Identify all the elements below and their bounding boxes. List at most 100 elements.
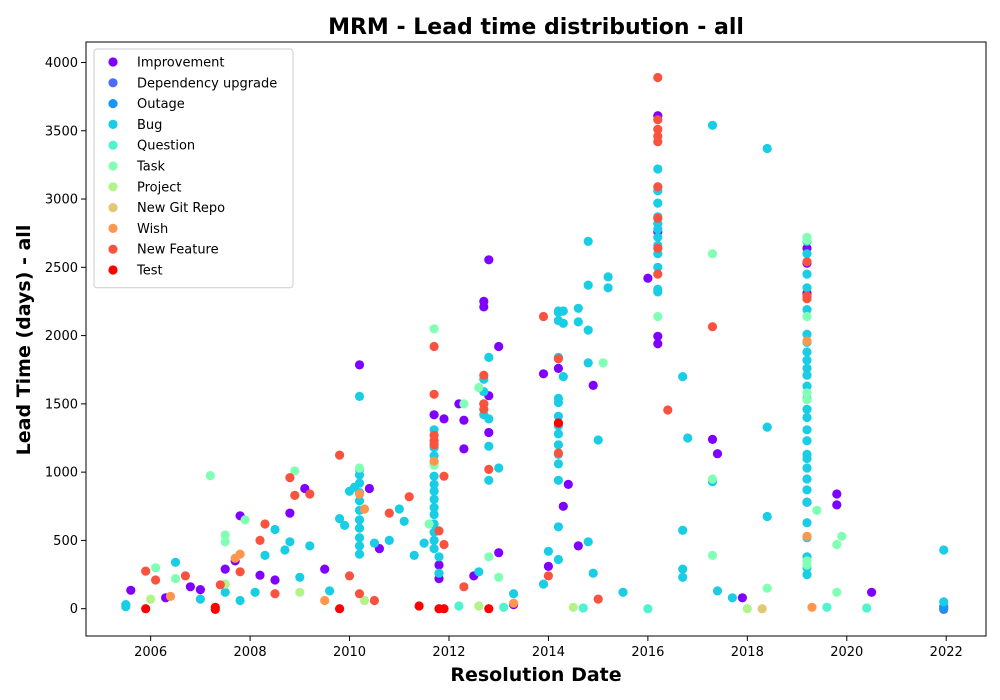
data-point bbox=[325, 586, 335, 596]
data-point bbox=[653, 262, 663, 272]
data-point bbox=[757, 604, 767, 614]
data-point bbox=[354, 523, 365, 533]
data-point bbox=[290, 490, 300, 500]
data-point bbox=[484, 352, 494, 362]
data-point bbox=[320, 595, 330, 606]
data-point bbox=[484, 604, 494, 614]
data-point bbox=[354, 589, 365, 599]
data-point bbox=[479, 302, 489, 312]
x-axis-label: Resolution Date bbox=[450, 664, 621, 686]
data-point bbox=[354, 478, 365, 488]
legend-label: Outage bbox=[137, 97, 185, 112]
data-point bbox=[494, 548, 504, 558]
data-point bbox=[484, 552, 494, 562]
data-point bbox=[802, 355, 812, 365]
data-point bbox=[195, 594, 205, 604]
legend-marker bbox=[108, 182, 118, 192]
data-point bbox=[459, 582, 469, 592]
data-point bbox=[618, 587, 628, 597]
data-point bbox=[653, 124, 663, 134]
data-point bbox=[802, 474, 812, 484]
data-point bbox=[802, 570, 812, 580]
data-point bbox=[484, 475, 494, 485]
data-point bbox=[320, 564, 330, 574]
data-point bbox=[429, 389, 439, 399]
data-point bbox=[255, 570, 265, 580]
data-point bbox=[255, 535, 265, 546]
data-point bbox=[474, 567, 484, 577]
data-point bbox=[235, 595, 245, 606]
data-point bbox=[439, 604, 449, 614]
data-point bbox=[305, 541, 315, 551]
data-point bbox=[573, 303, 583, 313]
data-point bbox=[939, 545, 949, 555]
data-point bbox=[454, 601, 464, 611]
data-point bbox=[429, 503, 439, 513]
data-point bbox=[459, 415, 469, 425]
legend-label: Improvement bbox=[137, 56, 224, 71]
data-point bbox=[270, 589, 280, 599]
data-point bbox=[653, 311, 663, 322]
data-point bbox=[354, 360, 365, 370]
data-point bbox=[588, 568, 598, 578]
legend-label: Bug bbox=[137, 118, 162, 133]
data-point bbox=[494, 341, 504, 352]
data-point bbox=[508, 589, 519, 599]
data-point bbox=[807, 602, 817, 612]
data-point bbox=[832, 489, 842, 499]
data-point bbox=[439, 471, 449, 481]
data-point bbox=[543, 561, 554, 572]
data-point bbox=[474, 382, 484, 393]
data-point bbox=[429, 440, 439, 450]
data-point bbox=[742, 604, 752, 614]
data-point bbox=[939, 597, 949, 607]
data-point bbox=[707, 322, 718, 332]
legend-marker bbox=[108, 140, 118, 150]
data-point bbox=[762, 583, 772, 593]
data-point bbox=[583, 325, 593, 335]
data-point bbox=[494, 572, 504, 582]
data-point bbox=[832, 587, 842, 597]
data-point bbox=[404, 492, 414, 502]
legend-marker bbox=[108, 223, 118, 233]
data-point bbox=[802, 336, 812, 346]
legend-marker bbox=[108, 203, 118, 213]
data-point bbox=[802, 363, 812, 373]
data-point bbox=[499, 602, 509, 612]
data-point bbox=[802, 425, 812, 435]
data-point bbox=[558, 318, 568, 328]
data-point bbox=[141, 604, 151, 614]
data-point bbox=[344, 571, 355, 581]
data-point bbox=[364, 483, 374, 494]
legend-label: Dependency upgrade bbox=[137, 76, 277, 91]
data-point bbox=[394, 504, 404, 514]
data-point bbox=[484, 464, 494, 474]
data-point bbox=[762, 143, 772, 154]
data-point bbox=[573, 317, 583, 327]
data-point bbox=[643, 273, 653, 283]
data-point bbox=[802, 311, 812, 322]
data-point bbox=[568, 602, 578, 612]
data-point bbox=[802, 518, 812, 528]
data-point bbox=[270, 524, 280, 535]
legend-label: Task bbox=[136, 160, 166, 175]
data-point bbox=[707, 120, 718, 130]
data-point bbox=[285, 473, 295, 483]
data-point bbox=[429, 509, 439, 520]
legend-label: New Git Repo bbox=[137, 201, 225, 216]
data-point bbox=[459, 399, 469, 409]
data-point bbox=[429, 456, 439, 466]
x-tick-label: 2018 bbox=[731, 645, 764, 660]
data-point bbox=[354, 463, 365, 473]
data-point bbox=[603, 283, 613, 293]
data-point bbox=[802, 283, 812, 293]
data-point bbox=[553, 429, 564, 439]
legend-label: Test bbox=[136, 264, 163, 279]
data-point bbox=[146, 594, 156, 604]
data-point bbox=[290, 466, 300, 476]
data-point bbox=[598, 358, 608, 368]
data-point bbox=[354, 489, 365, 499]
data-point bbox=[429, 486, 439, 496]
x-tick-label: 2022 bbox=[930, 645, 963, 660]
